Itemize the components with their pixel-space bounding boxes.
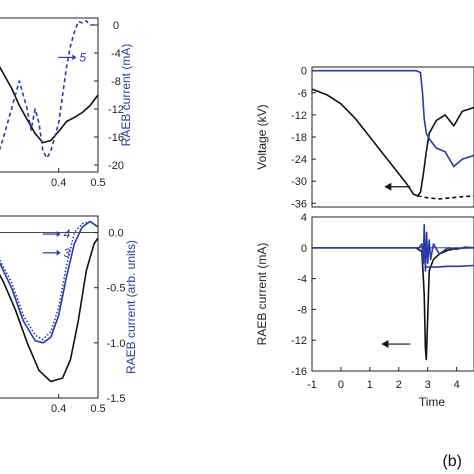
- x-tick-label: 4: [454, 379, 460, 391]
- series-line: [424, 264, 474, 268]
- y-tick-label: -18: [291, 132, 307, 144]
- chart-right-bottom: 4 0 -4 -8 -12 -16-1 0 1 2 3 4 Time RAEB current (mA): [255, 212, 474, 409]
- chart-left-top: 0 -4 -8 -12 -16 -20 0.4 0.5 RAEB current (mA) 5: [0, 17, 133, 189]
- series-line: [0, 19, 98, 159]
- series-line: [312, 223, 474, 272]
- annotation-arrowhead: [72, 54, 77, 61]
- x-tick-label: 1: [367, 379, 373, 391]
- y-tick-label: -12: [291, 335, 307, 347]
- y-tick-label: -4: [297, 274, 307, 286]
- y-tick-label: -12: [291, 110, 307, 122]
- y-tick-label: -4: [111, 48, 121, 60]
- axis-arrowhead: [384, 182, 392, 191]
- x-axis-label: Time: [419, 395, 446, 409]
- annotation-label: 5: [79, 50, 86, 64]
- series-line: [0, 220, 98, 344]
- y-axis-label: RAEB current (mA): [119, 44, 133, 147]
- y-tick-label: -8: [297, 304, 307, 316]
- plot-frame: [0, 215, 99, 399]
- y-tick-label: -0.5: [107, 283, 126, 295]
- chart-right-top: 0 -6 -12 -18 -24 -30 -36 Voltage (kV): [255, 66, 474, 210]
- y-tick-label: -8: [111, 76, 121, 88]
- y-tick-label: 0: [113, 20, 119, 32]
- x-tick-label: 2: [396, 379, 402, 391]
- series-line: [0, 220, 98, 341]
- panel-label: (b): [442, 453, 462, 470]
- y-axis-label: RAEB current (mA): [255, 243, 269, 346]
- x-tick-label: 0.5: [90, 403, 105, 415]
- annotation-arrowhead: [56, 249, 61, 256]
- x-tick-label: 0.4: [51, 177, 66, 189]
- series-line: [417, 195, 474, 200]
- annotation-arrowhead: [56, 231, 61, 238]
- series-line: [312, 69, 474, 168]
- x-tick-label: 0.5: [90, 177, 105, 189]
- chart-left-bottom: 0.0 -0.5 -1.0 -1.5 0.4 0.5 RAEB current (arb. …: [0, 215, 138, 415]
- x-tick-label: 3: [425, 379, 431, 391]
- y-tick-label: 0.0: [108, 228, 123, 240]
- series-line: [0, 237, 98, 383]
- y-tick-label: -1.5: [107, 393, 126, 405]
- y-tick-label: 0: [301, 243, 307, 255]
- series-group: [312, 223, 474, 361]
- x-tick-label: 0: [338, 379, 344, 391]
- y-tick-label: -16: [108, 132, 124, 144]
- series-line: [312, 88, 474, 197]
- plot-frame: [311, 66, 474, 208]
- y-axis-label: RAEB current (arb. units): [124, 240, 138, 374]
- axis-arrowhead: [381, 340, 389, 349]
- y-tick-label: -24: [291, 154, 307, 166]
- series-line: [0, 65, 98, 144]
- y-tick-label: -1.0: [107, 338, 126, 350]
- annotation-label: 3: [64, 246, 71, 260]
- series-group: [0, 220, 98, 383]
- y-tick-label: -12: [108, 104, 124, 116]
- series-group: [312, 69, 474, 200]
- y-tick-label: -20: [108, 160, 124, 172]
- series-line: [312, 247, 474, 361]
- y-tick-label: -16: [291, 366, 307, 378]
- y-tick-label: -6: [297, 88, 307, 100]
- x-tick-label: 0.4: [51, 403, 66, 415]
- series-group: [0, 19, 98, 159]
- annotation-label: 4: [64, 227, 71, 241]
- y-tick-label: 4: [301, 212, 307, 224]
- y-axis-label: Voltage (kV): [255, 104, 269, 169]
- y-tick-label: -30: [291, 176, 307, 188]
- x-tick-label: -1: [307, 379, 317, 391]
- y-tick-label: -36: [291, 198, 307, 210]
- y-tick-label: 0: [301, 66, 307, 78]
- plot-frame: [311, 216, 474, 372]
